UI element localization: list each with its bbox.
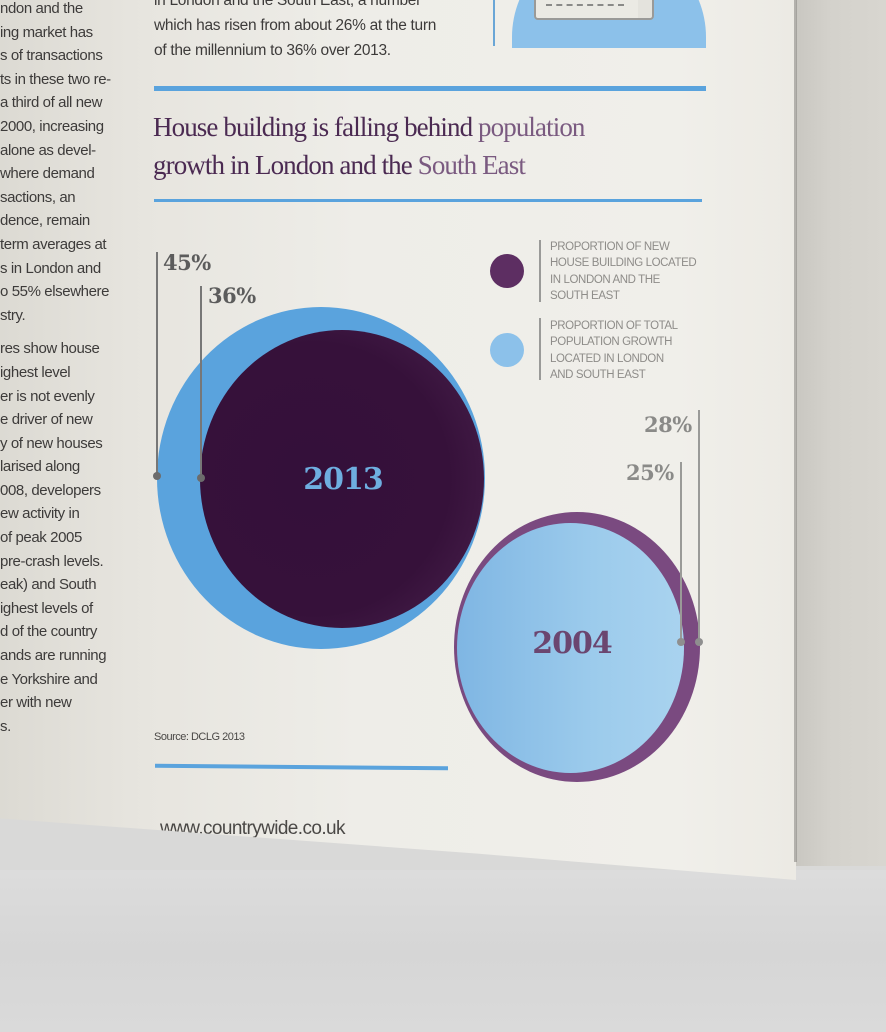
left-line: term averages at — [0, 235, 107, 253]
pct-label-2004-building: 28% — [644, 412, 692, 437]
leader-dot — [197, 474, 205, 482]
card-icon — [534, 0, 642, 20]
intro-line: which has risen from about 26% at the tu… — [154, 17, 437, 34]
left-line: a third of all new — [0, 94, 103, 112]
footer-url[interactable]: www.countrywide.co.uk — [160, 818, 345, 839]
intro-line: in London and the South East, a number — [154, 0, 421, 9]
legend-swatch-population — [490, 333, 524, 367]
leader-dot — [695, 638, 703, 646]
page-gutter — [794, 0, 797, 862]
left-line: eak) and South — [0, 576, 97, 594]
left-line: s. — [0, 717, 11, 735]
left-line: alone as devel- — [0, 141, 96, 159]
year-label-2004: 2004 — [532, 626, 613, 661]
table-surface — [0, 870, 886, 1032]
left-line: ighest level — [0, 363, 71, 381]
divider-top — [154, 86, 706, 91]
leader-dot — [677, 638, 685, 646]
left-line: pre-crash levels. — [0, 552, 104, 570]
legend-swatch-building — [490, 254, 524, 288]
left-line: res show house — [0, 340, 100, 358]
source-note: Source: DCLG 2013 — [154, 731, 245, 743]
pct-label-2004-population: 25% — [626, 460, 674, 485]
left-line: ands are running — [0, 647, 107, 665]
left-line: 008, developers — [0, 481, 101, 499]
chart-title: House building is falling behind populat… — [153, 112, 585, 180]
left-line: s in London and — [0, 259, 101, 277]
year-label-2013: 2013 — [303, 462, 384, 497]
legend-divider — [539, 240, 541, 302]
bubble-2004-population — [457, 523, 684, 773]
pct-label-2013-building: 36% — [208, 283, 256, 308]
left-text-column: ndon and the ing market has s of transac… — [0, 0, 140, 738]
left-line: where demand — [0, 165, 95, 183]
left-line: s of transactions — [0, 47, 103, 65]
legend-label-building: Proportion of new house building located… — [550, 241, 697, 302]
left-line: e Yorkshire and — [0, 670, 98, 688]
left-line: stry. — [0, 306, 26, 324]
left-line: ew activity in — [0, 505, 80, 523]
left-line: dence, remain — [0, 212, 90, 230]
left-line: er is not evenly — [0, 387, 95, 405]
intro-paragraph: in London and the South East, a number w… — [154, 0, 494, 63]
divider-title — [154, 199, 702, 202]
bubble-2013-building — [200, 330, 484, 628]
wallet-illustration — [512, 0, 706, 48]
leader-line — [200, 286, 202, 478]
left-line: er with new — [0, 694, 72, 712]
leader-dot — [153, 472, 161, 480]
left-line: o 55% elsewhere — [0, 283, 110, 301]
legend-divider — [539, 318, 541, 380]
pct-label-2013-population: 45% — [163, 250, 211, 275]
divider-vertical — [493, 0, 495, 46]
left-line: y of new houses — [0, 434, 103, 452]
left-line: ighest levels of — [0, 599, 93, 617]
facing-page — [796, 0, 886, 866]
left-line: ing market has — [0, 23, 93, 41]
intro-line: of the millennium to 36% over 2013. — [154, 42, 391, 59]
magazine-page: ndon and the ing market has s of transac… — [0, 0, 796, 880]
leader-line — [698, 410, 700, 642]
left-line: d of the country — [0, 623, 97, 641]
leader-line — [680, 462, 682, 642]
left-line: e driver of new — [0, 411, 93, 429]
left-line: ts in these two re- — [0, 70, 111, 88]
left-line: 2000, increasing — [0, 117, 104, 135]
legend-label-population: Proportion of total population growth lo… — [550, 320, 678, 381]
leader-line — [156, 252, 158, 476]
left-line: sactions, an — [0, 188, 76, 206]
left-line: ndon and the — [0, 0, 83, 17]
divider-bottom — [154, 763, 449, 771]
left-line: larised along — [0, 458, 80, 476]
left-line: of peak 2005 — [0, 529, 82, 547]
